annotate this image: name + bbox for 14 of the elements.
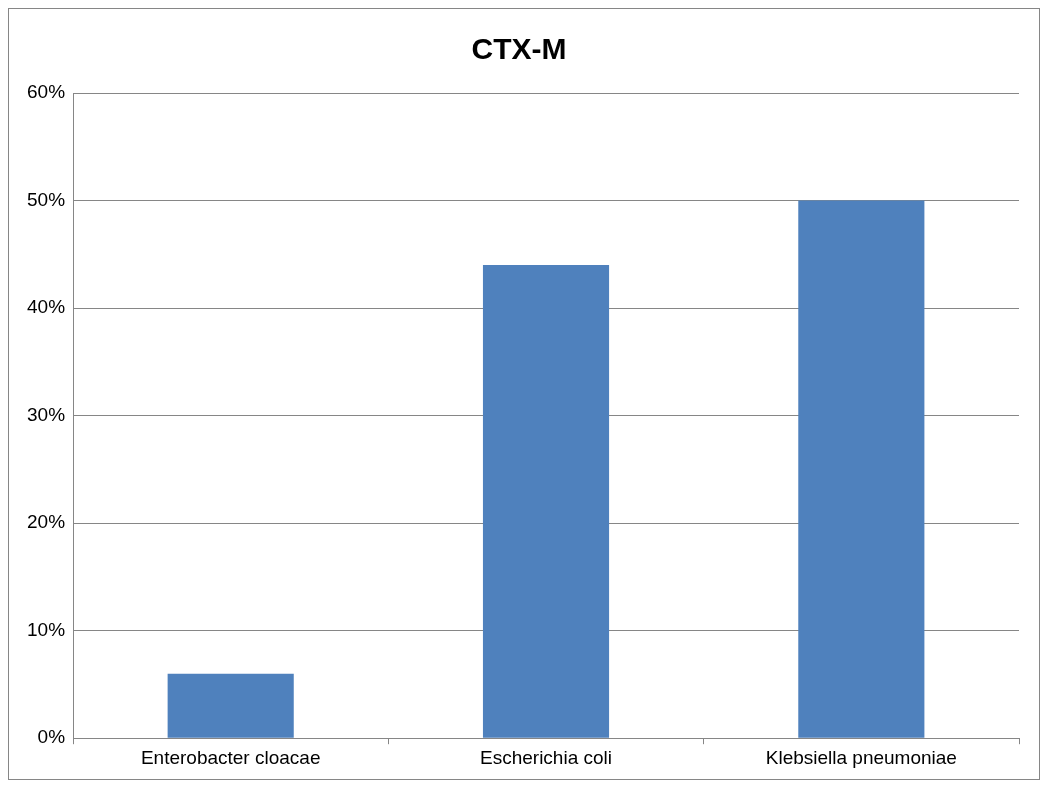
x-tick-label: Escherichia coli	[480, 746, 613, 768]
chart-title: CTX-M	[471, 32, 567, 66]
bar	[167, 673, 294, 738]
bar	[482, 265, 610, 738]
y-tick-label: 10%	[27, 618, 66, 640]
y-tick-label: 60%	[27, 81, 66, 103]
y-tick-label: 20%	[27, 511, 66, 533]
y-tick-label: 30%	[27, 403, 66, 425]
bar	[798, 200, 925, 738]
y-tick-label: 40%	[27, 296, 66, 318]
x-tick-label: Enterobacter cloacae	[140, 746, 321, 768]
y-tick-label: 0%	[37, 726, 66, 748]
y-tick-label: 50%	[27, 188, 66, 210]
x-tick-label: Klebsiella pneumoniae	[765, 746, 957, 768]
